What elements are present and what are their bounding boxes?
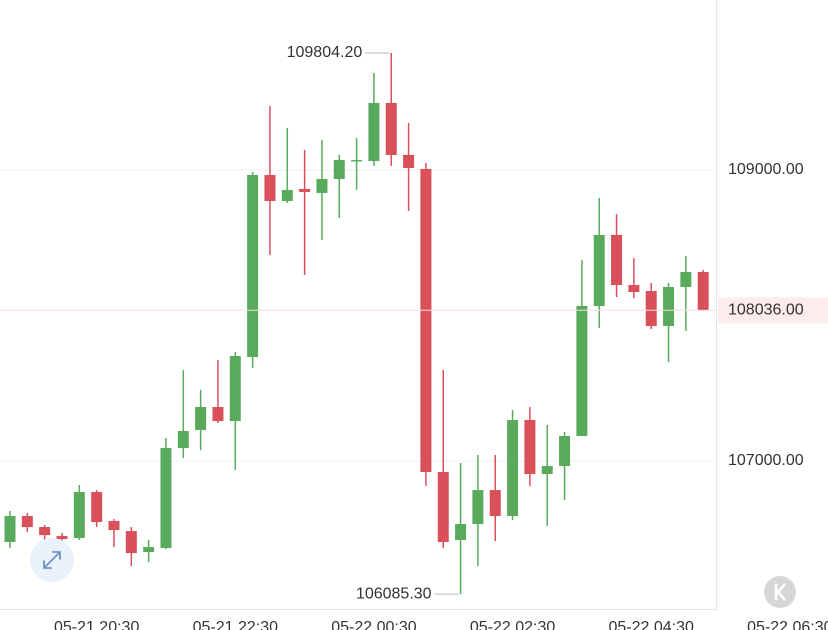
candle-body <box>177 431 189 449</box>
candle-body <box>316 178 328 193</box>
candle-body <box>281 189 293 201</box>
candle-body <box>611 234 623 285</box>
candle-body <box>212 407 224 422</box>
low-label: 106085.30 <box>356 585 432 602</box>
x-tick-label: 05-22 02:30 <box>470 619 556 630</box>
candle-body <box>628 284 640 292</box>
candle-body <box>437 472 449 543</box>
candle-body <box>593 234 605 306</box>
logo-button[interactable] <box>764 576 796 608</box>
candle-body <box>39 527 51 536</box>
candle-body <box>351 159 363 162</box>
candle-body <box>160 448 172 549</box>
candle-body <box>247 174 259 358</box>
candle-body <box>472 490 484 525</box>
candle-body <box>264 174 276 201</box>
candle-body <box>385 102 397 155</box>
candle-body <box>541 466 553 475</box>
candle-body <box>108 521 120 531</box>
candle-body <box>56 536 68 540</box>
candle-body <box>680 271 692 287</box>
candle-body <box>91 492 103 523</box>
x-tick-label: 05-22 06:30 <box>747 619 828 630</box>
last-price-label: 108036.00 <box>728 301 804 318</box>
last-price-bg <box>718 297 828 324</box>
candle-body <box>4 516 16 543</box>
candle-body <box>455 524 467 541</box>
plot: 109000.00 107000.00 05-21 20:30 05-21 22:30… <box>0 44 828 630</box>
expand-button[interactable] <box>30 538 74 582</box>
candle-body <box>524 420 536 475</box>
candle-body <box>403 154 415 168</box>
high-label: 109804.20 <box>287 44 363 61</box>
candle-body <box>125 531 137 554</box>
x-tick-label: 05-21 20:30 <box>54 619 140 630</box>
logo-icon <box>774 583 786 601</box>
candle-body <box>645 290 657 327</box>
candle-body <box>507 420 519 517</box>
logo-bg[interactable] <box>764 576 796 608</box>
candle-body <box>195 407 207 431</box>
candle-body <box>229 356 241 422</box>
candle-body <box>299 188 311 192</box>
candle-body <box>420 168 432 473</box>
x-tick-label: 05-22 04:30 <box>609 619 695 630</box>
candle-body <box>333 159 345 179</box>
candle-body <box>576 305 588 437</box>
candle-body <box>73 492 85 539</box>
candle-body <box>663 286 675 327</box>
candle-body <box>143 547 155 553</box>
x-tick-label: 05-22 00:30 <box>331 619 417 630</box>
x-tick-label: 05-21 22:30 <box>193 619 279 630</box>
candle-body <box>697 271 709 311</box>
candle-body <box>559 436 571 467</box>
expand-icon <box>43 551 61 569</box>
candle-body <box>489 490 501 517</box>
candle-body <box>21 516 33 528</box>
y-tick-label: 109000.00 <box>728 161 804 178</box>
y-tick-label: 107000.00 <box>728 452 804 469</box>
candle-body <box>368 102 380 161</box>
